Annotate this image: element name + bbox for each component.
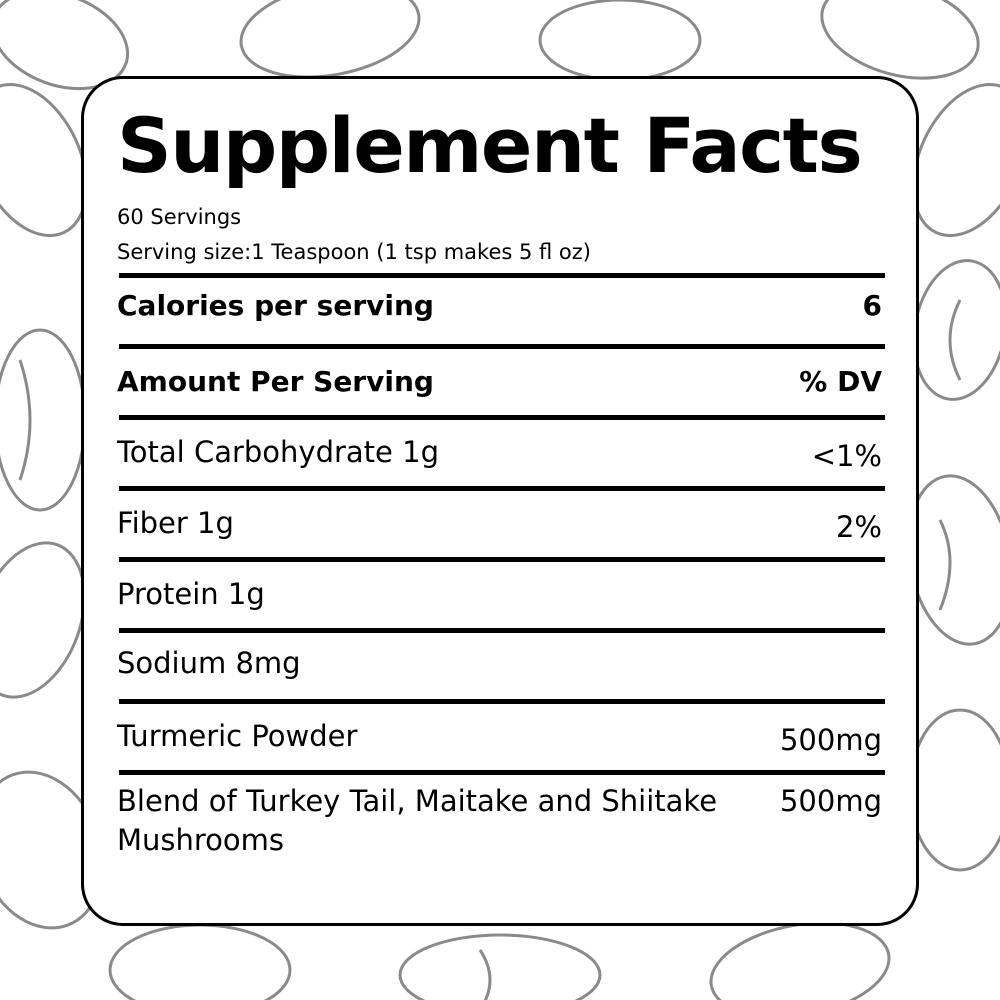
calories-value: 6 [862,289,882,322]
panel-title: Supplement Facts [117,101,863,190]
divider [119,628,885,633]
nutrient-label: Protein 1g [117,577,265,611]
ingredient-label: Turmeric Powder [117,719,358,753]
ingredient-value: 500mg [779,784,882,818]
calories-label: Calories per serving [117,289,434,322]
nutrient-value: <1% [811,439,882,473]
nutrient-label: Total Carbohydrate 1g [117,435,439,469]
amount-header: Amount Per Serving [117,365,434,398]
divider [119,273,885,278]
ingredient-value: 500mg [779,723,882,757]
nutrient-label: Fiber 1g [117,506,234,540]
ingredient-label-continued: Mushrooms [117,823,285,857]
nutrient-label: Sodium 8mg [117,646,301,680]
serving-size: Serving size:1 Teaspoon (1 tsp makes 5 f… [117,240,591,264]
nutrient-value: 2% [835,510,882,544]
divider [119,770,885,775]
servings-count: 60 Servings [117,205,242,229]
supplement-facts-panel: Supplement Facts 60 Servings Serving siz… [81,76,919,926]
ingredient-label: Blend of Turkey Tail, Maitake and Shiita… [117,784,718,818]
divider [119,699,885,704]
divider [119,344,885,349]
divider [119,557,885,562]
dv-header: % DV [799,365,882,398]
divider [119,415,885,420]
divider [119,486,885,491]
